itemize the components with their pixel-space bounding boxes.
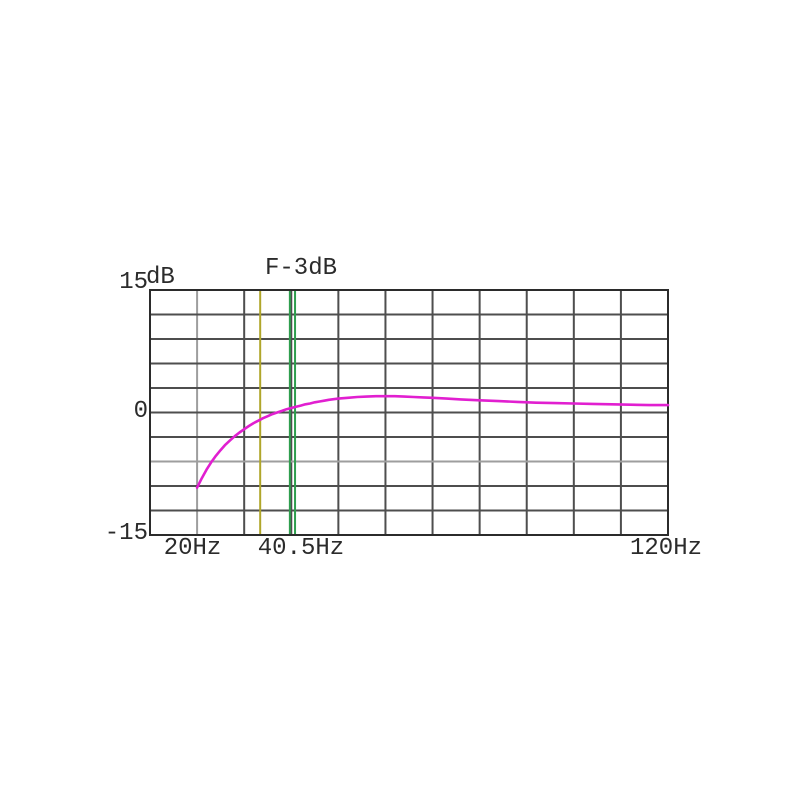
y-tick-label-0: 0 [133,398,148,425]
x-tick-label-40-5hz: 40.5Hz [257,535,345,562]
frequency-response-curve [195,394,670,489]
y-tick-label-15: 15 [119,269,148,296]
x-tick-label-120hz: 120Hz [629,535,702,562]
f3db-marker-label: F-3dB [264,255,337,282]
y-axis-unit-label: dB [146,264,175,291]
y-tick-label-minus15: -15 [104,520,148,547]
plot-border [149,289,669,536]
x-tick-label-20hz: 20Hz [163,535,222,562]
